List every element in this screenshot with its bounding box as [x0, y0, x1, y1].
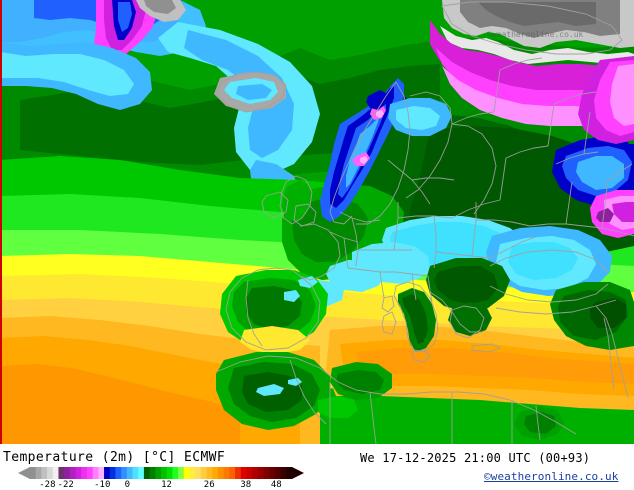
colorbar-segment [263, 467, 270, 479]
colorbar-segment [189, 467, 196, 479]
colorbar-segment [69, 467, 76, 479]
colorbar-segment [257, 467, 264, 479]
colorbar-segment [178, 467, 185, 479]
colorbar-segment [252, 467, 259, 479]
colorbar-segment [183, 467, 190, 479]
colorbar-segment [98, 467, 105, 479]
map-footer: Temperature (2m) [°C] ECMWF We 17-12-202… [0, 444, 634, 490]
colorbar-segment [30, 467, 37, 479]
colorbar-segment [195, 467, 202, 479]
colorbar-segment [47, 467, 54, 479]
colorbar-tick: 0 [124, 480, 130, 490]
colorbar-tick: -22 [57, 480, 74, 490]
forecast-datetime: We 17-12-2025 21:00 UTC (00+93) [360, 451, 591, 465]
colorbar-segment [121, 467, 128, 479]
temperature-field-map[interactable] [0, 0, 634, 444]
colorbar-swatches [18, 467, 304, 479]
colorbar-tick: 26 [203, 480, 215, 490]
colorbar-segment [58, 467, 65, 479]
colorbar-segment [229, 467, 236, 479]
colorbar-left-arrow [18, 467, 30, 479]
colorbar-segment [200, 467, 207, 479]
colorbar-segment [86, 467, 94, 479]
colorbar-tick: -10 [94, 480, 111, 490]
colorbar-segment [75, 467, 82, 479]
colorbar-segment [143, 467, 151, 479]
colorbar-segment [115, 467, 122, 479]
colorbar-segment [246, 467, 253, 479]
colorbar-tick: 12 [161, 480, 172, 490]
colorbar-segment [41, 467, 48, 479]
colorbar-segment [212, 467, 219, 479]
colorbar-segment [161, 467, 168, 479]
colorbar-segment [223, 467, 230, 479]
colorbar-segment [274, 467, 282, 479]
colorbar-right-arrow [292, 467, 304, 479]
colorbar-tick: -28 [39, 480, 56, 490]
colorbar-segment [52, 467, 59, 479]
colorbar-segment [132, 467, 139, 479]
colorbar-segment [81, 467, 88, 479]
map-left-border [0, 0, 2, 444]
colorbar-segment [235, 467, 242, 479]
weather-map-panel[interactable]: ©weatheronline.co.uk [0, 0, 634, 444]
colorbar-segment [104, 467, 111, 479]
colorbar-segment [64, 467, 71, 479]
colorbar-segment [166, 467, 173, 479]
colorbar-segment [138, 467, 145, 479]
copyright-link[interactable]: ©weatheronline.co.uk [484, 470, 619, 483]
colorbar-segment [155, 467, 162, 479]
colorbar-segment [126, 467, 133, 479]
colorbar-segment [240, 467, 247, 479]
colorbar-segment [280, 467, 287, 479]
colorbar-segment [269, 467, 276, 479]
colorbar-segment [92, 467, 99, 479]
colorbar-segment [149, 467, 156, 479]
chart-title: Temperature (2m) [°C] ECMWF [3, 450, 226, 465]
colorbar-segment [172, 467, 179, 479]
colorbar-tick: 38 [240, 480, 252, 490]
colorbar-tick: 48 [270, 480, 282, 490]
colorbar-segment [286, 467, 293, 479]
temperature-colorbar: -28 -22 -10 0 12 26 38 48 [0, 467, 320, 490]
colorbar-segment [35, 467, 42, 479]
colorbar-segment [109, 467, 116, 479]
colorbar-segment [206, 467, 213, 479]
colorbar-segment [217, 467, 225, 479]
